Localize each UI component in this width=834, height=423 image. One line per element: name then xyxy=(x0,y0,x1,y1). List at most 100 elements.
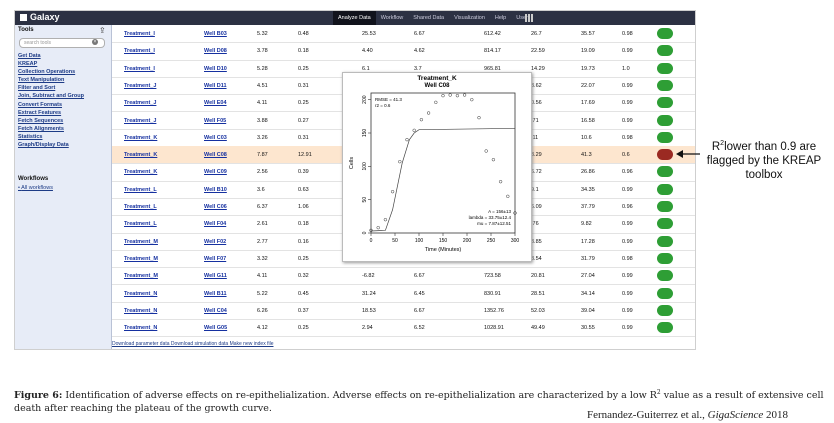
param-mu-label: mu = 7.87±12.51 xyxy=(477,221,511,226)
treatment-link[interactable]: Treatment_J xyxy=(124,117,157,124)
table-cell: 8.54 xyxy=(531,255,542,262)
tool-category-item[interactable]: Graph/Display Data xyxy=(18,142,69,149)
well-link[interactable]: Well D11 xyxy=(204,82,227,89)
tool-category-item[interactable]: Extract Features xyxy=(18,109,62,116)
nav-user[interactable]: User xyxy=(516,15,528,21)
well-link[interactable]: Well B03 xyxy=(204,31,227,37)
treatment-link[interactable]: Treatment_N xyxy=(124,307,158,314)
table-cell: 22.07 xyxy=(581,82,595,89)
table-cell: 1.06 xyxy=(298,204,309,210)
treatment-link[interactable]: Treatment_M xyxy=(124,238,158,245)
tool-category-item[interactable]: Collection Operations xyxy=(18,69,76,76)
table-cell: 27.04 xyxy=(581,273,595,280)
data-point xyxy=(390,190,395,194)
treatment-link[interactable]: Treatment_J xyxy=(124,100,157,107)
well-link[interactable]: Well F02 xyxy=(204,238,227,245)
tool-category-item[interactable]: Filter and Sort xyxy=(18,85,56,92)
table-cell: 0.99 xyxy=(622,82,633,89)
table-cell: 2.77 xyxy=(257,238,268,245)
nav-help[interactable]: Help xyxy=(494,15,507,21)
data-point xyxy=(477,116,481,120)
table-cell: 3.85 xyxy=(531,238,542,245)
tool-category-item[interactable]: Fetch Alignments xyxy=(18,125,64,132)
nav-workflow[interactable]: Workflow xyxy=(380,15,404,21)
treatment-link[interactable]: Treatment_I xyxy=(124,31,155,37)
well-link[interactable]: Well G05 xyxy=(204,325,228,332)
nav-visualization[interactable]: Visualization xyxy=(454,15,485,21)
table-cell: 2.61 xyxy=(257,221,268,228)
table-cell: .76 xyxy=(531,221,539,228)
data-point xyxy=(455,94,460,98)
tool-search-input[interactable]: search tools xyxy=(19,38,105,48)
treatment-link[interactable]: Treatment_J xyxy=(124,82,157,89)
treatment-link[interactable]: Treatment_L xyxy=(124,221,157,228)
well-link[interactable]: Well F04 xyxy=(204,221,227,228)
well-link[interactable]: Well F07 xyxy=(204,255,227,262)
download-links[interactable]: Download parameter data Download simulat… xyxy=(112,341,274,347)
nav-shared-data[interactable]: Shared Data xyxy=(413,15,445,21)
treatment-link[interactable]: Treatment_K xyxy=(124,169,158,176)
tool-category-item[interactable]: Statistics xyxy=(18,133,43,140)
treatment-link[interactable]: Treatment_I xyxy=(124,48,155,55)
credit-year: 2018 xyxy=(763,409,788,421)
r2-annotation: R2lower than 0.9 are flagged by the KREA… xyxy=(700,137,828,182)
treatment-link[interactable]: Treatment_M xyxy=(124,273,158,280)
treatment-link[interactable]: Treatment_L xyxy=(124,204,157,210)
well-link[interactable]: Well F05 xyxy=(204,117,227,124)
table-row: Treatment_N Well G05 4.12 0.25 2.94 6.52 1028.… xyxy=(112,319,695,338)
well-link[interactable]: Well D08 xyxy=(204,48,227,55)
tool-category-item[interactable]: Join, Subtract and Group xyxy=(18,93,85,100)
well-link[interactable]: Well C04 xyxy=(204,307,227,314)
table-cell: 1352.76 xyxy=(484,307,504,314)
rmse-label: RMSE = 41.3 xyxy=(375,97,402,102)
table-cell: 2.56 xyxy=(257,169,268,176)
table-cell: 0.48 xyxy=(298,31,309,37)
treatment-link[interactable]: Treatment_N xyxy=(124,325,158,332)
table-cell: 0.98 xyxy=(622,255,633,262)
status-flag-ok-icon xyxy=(657,218,673,230)
table-cell: 0.31 xyxy=(298,134,309,141)
upload-icon[interactable]: ⇪ xyxy=(99,26,106,35)
well-link[interactable]: Well C09 xyxy=(204,169,227,176)
all-workflows-label: All workflows xyxy=(21,185,53,191)
tool-category-item[interactable]: Convert Formats xyxy=(18,101,63,108)
tool-category-item[interactable]: Fetch Sequences xyxy=(18,117,64,124)
well-link[interactable]: Well B11 xyxy=(204,290,227,297)
well-link[interactable]: Well C08 xyxy=(204,152,227,159)
well-link[interactable]: Well C03 xyxy=(204,134,227,141)
r2-letter: R xyxy=(711,140,721,153)
well-link[interactable]: Well G11 xyxy=(204,273,227,280)
well-link[interactable]: Well E04 xyxy=(204,100,227,107)
table-cell: 0.39 xyxy=(298,169,309,176)
treatment-link[interactable]: Treatment_K xyxy=(124,134,158,141)
tool-category-item[interactable]: Get Data xyxy=(18,53,41,59)
table-row: Treatment_I Well B03 5.32 0.48 25.53 6.67 612.… xyxy=(112,25,695,44)
well-link[interactable]: Well C06 xyxy=(204,204,227,210)
brand[interactable]: Galaxy xyxy=(20,12,60,22)
tool-category-item[interactable]: Text Manipulation xyxy=(18,77,65,84)
workflows-header: Workflows xyxy=(18,176,49,182)
treatment-link[interactable]: Treatment_L xyxy=(124,186,157,193)
table-cell: 0.45 xyxy=(298,290,309,297)
data-point xyxy=(462,93,467,97)
table-cell: 19.73 xyxy=(581,65,595,72)
clear-search-icon[interactable]: × xyxy=(92,39,98,45)
table-cell: 9.1 xyxy=(531,186,539,193)
well-link[interactable]: Well D10 xyxy=(204,65,227,72)
nav-analyze-data[interactable]: Analyze Data xyxy=(333,11,376,25)
treatment-link[interactable]: Treatment_M xyxy=(124,255,158,262)
treatment-link[interactable]: Treatment_I xyxy=(124,65,155,72)
table-cell: 0.25 xyxy=(298,325,309,332)
table-cell: 814.17 xyxy=(484,48,501,55)
table-cell: 3.88 xyxy=(257,117,268,124)
grid-icon[interactable] xyxy=(525,14,533,22)
well-link[interactable]: Well B10 xyxy=(204,186,227,193)
x-tick-label: 50 xyxy=(392,238,398,244)
all-workflows-link[interactable]: • All workflows xyxy=(18,185,53,191)
table-row: Treatment_M Well F07 3.32 0.25 8.54 31.79 0.98 xyxy=(112,250,695,269)
treatment-link[interactable]: Treatment_N xyxy=(124,290,158,297)
treatment-link[interactable]: Treatment_K xyxy=(124,152,158,159)
x-axis-label: Time (Minutes) xyxy=(425,247,462,253)
tool-category-item[interactable]: KREAP xyxy=(18,61,38,68)
status-flag-ok-icon xyxy=(657,28,673,39)
